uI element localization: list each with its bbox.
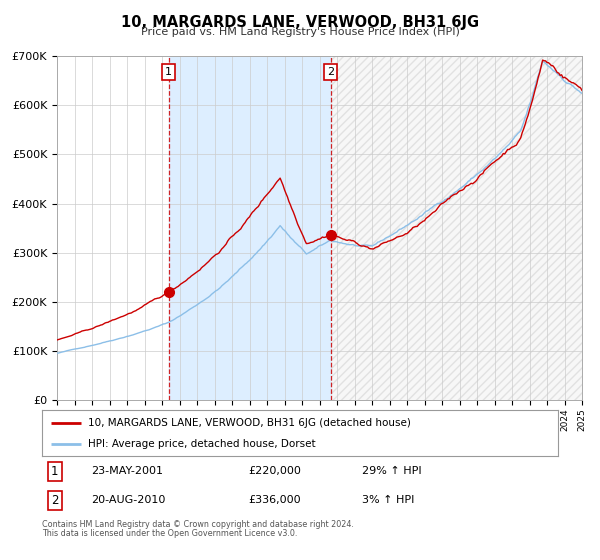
Text: 10, MARGARDS LANE, VERWOOD, BH31 6JG: 10, MARGARDS LANE, VERWOOD, BH31 6JG (121, 15, 479, 30)
Bar (169, 56, 331, 400)
Text: This data is licensed under the Open Government Licence v3.0.: This data is licensed under the Open Gov… (42, 529, 298, 538)
Bar (331, 56, 582, 400)
Text: 1: 1 (165, 67, 172, 77)
Text: HPI: Average price, detached house, Dorset: HPI: Average price, detached house, Dors… (88, 439, 316, 449)
Text: 10, MARGARDS LANE, VERWOOD, BH31 6JG (detached house): 10, MARGARDS LANE, VERWOOD, BH31 6JG (de… (88, 418, 412, 428)
Text: 20-AUG-2010: 20-AUG-2010 (91, 495, 166, 505)
Text: 2: 2 (327, 67, 334, 77)
Text: Price paid vs. HM Land Registry's House Price Index (HPI): Price paid vs. HM Land Registry's House … (140, 27, 460, 37)
Text: 2: 2 (51, 494, 59, 507)
Text: 23-MAY-2001: 23-MAY-2001 (91, 466, 163, 477)
Text: 3% ↑ HPI: 3% ↑ HPI (362, 495, 414, 505)
Bar (331, 56, 582, 400)
Text: 29% ↑ HPI: 29% ↑ HPI (362, 466, 422, 477)
Text: £336,000: £336,000 (248, 495, 301, 505)
Text: 1: 1 (51, 465, 59, 478)
Text: Contains HM Land Registry data © Crown copyright and database right 2024.: Contains HM Land Registry data © Crown c… (42, 520, 354, 529)
Text: £220,000: £220,000 (248, 466, 301, 477)
